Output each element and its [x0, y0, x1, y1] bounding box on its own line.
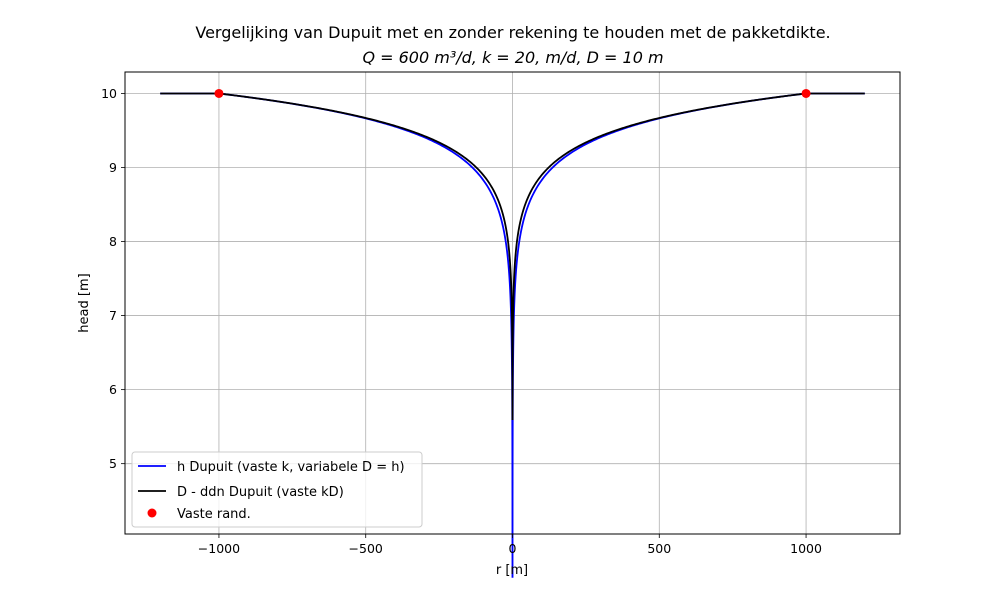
legend-box	[131, 451, 423, 528]
y-tick-label: 9	[109, 160, 117, 175]
chart-title: Vergelijking van Dupuit met en zonder re…	[195, 23, 830, 42]
series-layer	[160, 88, 865, 578]
y-tick-label: 8	[109, 234, 117, 249]
x-tick-label: 1000	[790, 541, 822, 556]
legend-marker-vaste-rand	[147, 508, 157, 518]
legend-label-d-ddn-dupuit: D - ddn Dupuit (vaste kD)	[177, 485, 344, 500]
legend: h Dupuit (vaste k, variabele D = h) D - …	[131, 451, 423, 528]
y-tick-label: 10	[101, 86, 117, 101]
y-tick-label: 7	[109, 308, 117, 323]
legend-label-vaste-rand: Vaste rand.	[177, 507, 251, 522]
x-axis-label: r [m]	[496, 563, 528, 578]
legend-label-h-dupuit: h Dupuit (vaste k, variabele D = h)	[177, 460, 405, 475]
y-axis-label: head [m]	[77, 273, 92, 332]
x-tick-label: 500	[647, 541, 671, 556]
y-tick-label: 5	[109, 456, 117, 471]
series-d-ddn-dupuit-line	[160, 92, 865, 420]
x-tick-label: −1000	[198, 541, 240, 556]
ticks: −1000 −500 0 500 1000 5 6 7 8 9 10	[101, 86, 822, 556]
x-tick-label: 0	[509, 541, 517, 556]
chart-subtitle: Q = 600 m³/d, k = 20, m/d, D = 10 m	[362, 48, 663, 67]
x-tick-label: −500	[349, 541, 383, 556]
vaste-rand-point	[214, 88, 224, 98]
y-tick-label: 6	[109, 382, 117, 397]
vaste-rand-point	[801, 88, 811, 98]
